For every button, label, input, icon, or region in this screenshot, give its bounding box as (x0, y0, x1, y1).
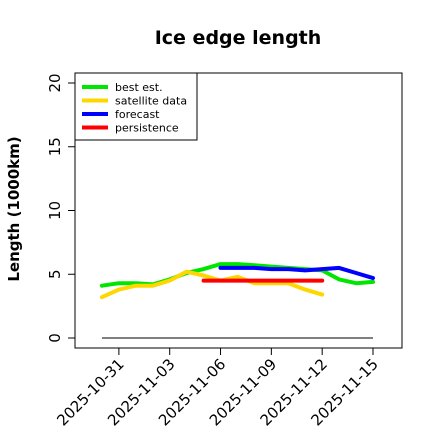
y-tick-label: 5 (46, 269, 64, 279)
series-line-forecast (218, 265, 375, 281)
legend: best est.satellite dataforecastpersisten… (74, 72, 198, 141)
legend-label: satellite data (115, 95, 187, 108)
legend-label: persistence (115, 122, 179, 135)
series-lines (99, 262, 375, 300)
legend-label: forecast (115, 108, 160, 121)
legend-label: best est. (115, 81, 163, 94)
y-tick-label: 15 (46, 137, 64, 156)
chart-title: Ice edge length (155, 27, 322, 49)
series-line-satellite-data (99, 269, 325, 300)
y-axis: 0 5 10 15 20 (46, 73, 76, 343)
x-axis: 2025-10-312025-11-032025-11-062025-11-09… (53, 347, 382, 429)
y-tick-label: 0 (46, 333, 64, 343)
y-tick-label: 10 (46, 201, 64, 220)
y-tick-label: 20 (46, 73, 64, 92)
y-axis-label: Length (1000km) (5, 136, 23, 281)
